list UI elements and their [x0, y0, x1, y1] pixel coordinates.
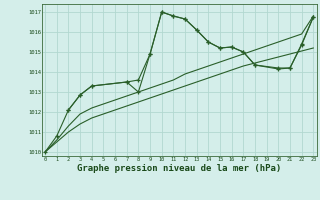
- X-axis label: Graphe pression niveau de la mer (hPa): Graphe pression niveau de la mer (hPa): [77, 164, 281, 173]
